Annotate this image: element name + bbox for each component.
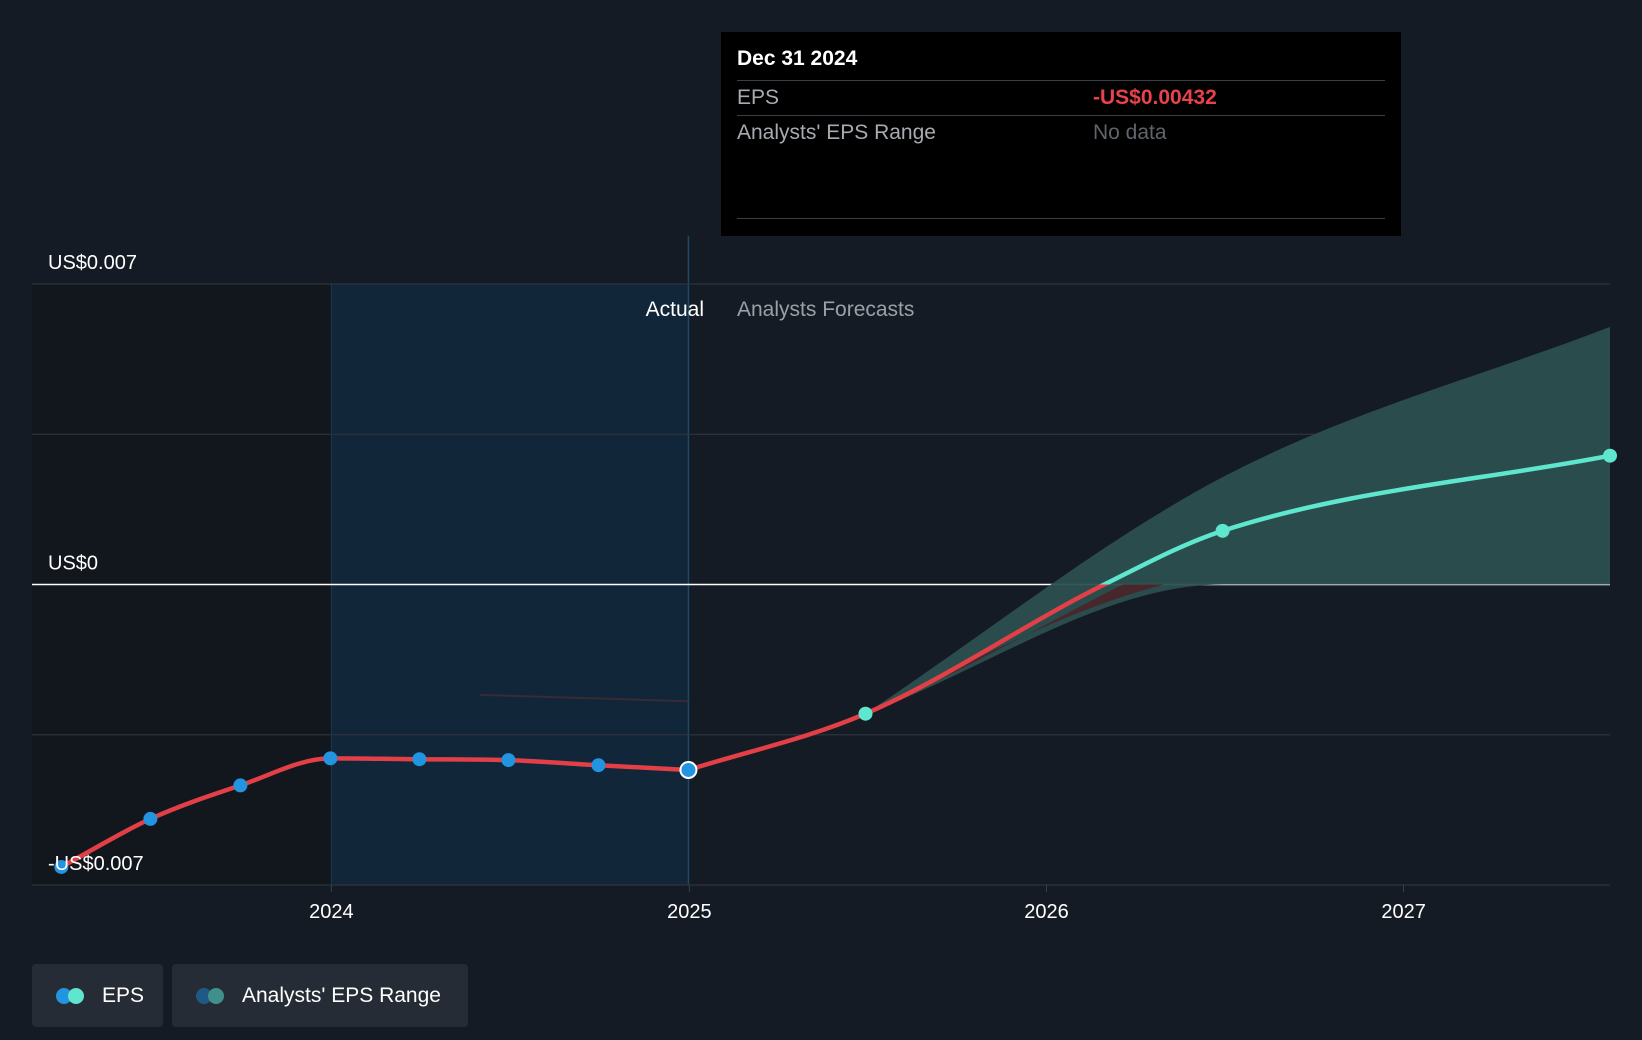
legend-range-label: Analysts' EPS Range — [242, 983, 441, 1007]
legend-eps-button[interactable]: EPS — [32, 964, 163, 1027]
actual-section-label: Actual — [646, 298, 704, 321]
tooltip-divider — [737, 218, 1385, 219]
x-tick-label: 2027 — [1381, 901, 1426, 923]
eps-actual-point — [143, 811, 158, 826]
eps-actual-point — [54, 859, 69, 874]
tooltip-eps-label: EPS — [737, 86, 780, 109]
x-tick-label: 2024 — [309, 901, 354, 923]
tooltip-eps-value: -US$0.00432 — [1093, 86, 1217, 109]
eps-forecast-point — [1603, 448, 1617, 463]
past-estimate-trace — [480, 693, 689, 703]
forecast-section-label: Analysts Forecasts — [737, 298, 914, 321]
range-legend-icon — [196, 987, 230, 1005]
tooltip-row-eps: EPS -US$0.00432 — [737, 80, 1385, 115]
eps-legend-icon — [56, 987, 90, 1005]
eps-actual-point — [412, 752, 427, 767]
legend-eps-label: EPS — [102, 983, 145, 1007]
tooltip-row-range: Analysts' EPS Range No data — [737, 115, 1385, 150]
legend-range-button[interactable]: Analysts' EPS Range — [172, 964, 468, 1027]
y-tick-label: US$0.007 — [48, 252, 137, 274]
x-tick-label: 2026 — [1024, 901, 1069, 923]
hover-tooltip: Dec 31 2024 EPS -US$0.00432 Analysts' EP… — [721, 32, 1401, 236]
y-tick-label: -US$0.007 — [48, 853, 144, 875]
eps-actual-point — [591, 758, 606, 773]
tooltip-range-value: No data — [1093, 121, 1167, 144]
eps-forecast-line-positive — [1099, 453, 1613, 585]
eps-actual-point — [233, 778, 248, 793]
tooltip-date: Dec 31 2024 — [737, 47, 858, 70]
eps-forecast-point — [1215, 523, 1230, 538]
eps-actual-point — [679, 760, 698, 779]
eps-actual-point — [323, 751, 338, 766]
x-tick-label: 2025 — [667, 901, 712, 923]
y-tick-label: US$0 — [48, 553, 98, 575]
eps-actual-point — [501, 753, 516, 768]
tooltip-range-label: Analysts' EPS Range — [737, 121, 936, 144]
eps-forecast-line-negative — [686, 584, 1110, 773]
eps-forecast-point — [858, 706, 873, 721]
forecast-range-area — [865, 326, 1610, 714]
